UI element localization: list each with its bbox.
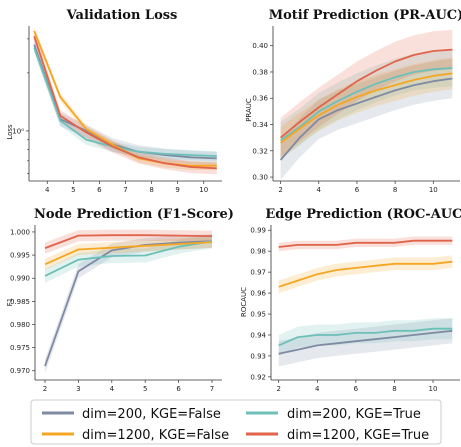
x-tick-label: 2 (276, 385, 280, 393)
y-tick-label: 0.32 (252, 147, 268, 155)
x-tick-label: 7 (210, 385, 214, 393)
y-tick-label: 0.34 (252, 121, 268, 129)
band-dim200-kge-true (278, 318, 453, 356)
y-tick-label: 1.000 (10, 228, 30, 236)
band-dim1200-kge-false (280, 57, 453, 159)
y-tick-label: 0.92 (250, 373, 266, 381)
legend-label-dim1200-true: dim=1200, KGE=True (287, 428, 429, 443)
panel-validation-loss: 4 5 6 7 8 9 10 10⁰ (12, 26, 222, 194)
panel-motif-prediction: 2 4 6 8 10 0.30 0.32 0.34 0.36 0.38 0.40 (252, 26, 460, 194)
y-tick-label: 0.970 (10, 367, 30, 375)
y-tick-label: 0.95 (250, 311, 266, 319)
band-dim200-kge-true (280, 49, 453, 159)
y-tick-label: 0.980 (10, 321, 30, 329)
ylabel-prauc: PRAUC (245, 98, 253, 122)
y-tick-label: 0.995 (10, 252, 30, 260)
y-tick-label: 0.94 (250, 331, 266, 339)
series-line-dim1200-kge-false (278, 260, 453, 288)
x-tick-label: 10 (429, 186, 438, 194)
y-tick-label: 0.96 (250, 290, 266, 298)
x-tick-label: 9 (175, 186, 179, 194)
series-line-dim200-kge-true (33, 47, 217, 157)
x-tick-label: 8 (392, 385, 396, 393)
band-dim200-kge-false (280, 58, 453, 180)
x-tick-label: 5 (143, 385, 147, 393)
x-tick-label: 10 (199, 186, 208, 194)
series-line-dim200-kge-true (44, 240, 213, 277)
series-line-dim1200-kge-true (278, 239, 453, 248)
y-tick-label: 0.36 (252, 95, 268, 103)
x-tick-label: 7 (123, 186, 127, 194)
series-line-dim200-kge-true (280, 67, 453, 142)
x-tick-label: 5 (71, 186, 75, 194)
panel-title-motif-prediction: Motif Prediction (PR-AUC) (269, 8, 461, 23)
panel-edge-prediction: 2 4 6 8 10 0.92 0.93 0.94 0.95 0.96 0.97 0.98 0.99 (250, 225, 460, 393)
legend-label-dim200-true: dim=200, KGE=True (287, 407, 421, 422)
band-dim1200-kge-false (278, 255, 453, 294)
x-tick-label: 4 (110, 385, 115, 393)
band-dim1200-kge-true (278, 236, 453, 252)
panel-title-node-prediction: Node Prediction (F1-Score) (34, 207, 234, 222)
x-tick-label: 6 (97, 186, 102, 194)
series-line-dim200-kge-true (278, 327, 453, 347)
y-tick-label: 0.38 (252, 68, 268, 76)
panel-title-validation-loss: Validation Loss (66, 8, 178, 23)
series-line-dim1200-kge-false (280, 72, 453, 144)
x-tick-label: 4 (315, 385, 320, 393)
x-tick-label: 4 (317, 186, 322, 194)
series-line-dim200-kge-false (33, 44, 217, 160)
x-tick-label: 8 (393, 186, 397, 194)
series-line-dim200-kge-false (279, 77, 453, 161)
x-tick-label: 2 (278, 186, 282, 194)
series-line-dim200-kge-false (278, 329, 453, 355)
legend-frame (30, 399, 442, 445)
x-tick-label: 2 (43, 385, 47, 393)
y-tick-label: 0.990 (10, 275, 30, 283)
x-tick-label: 6 (354, 385, 359, 393)
x-tick-label: 6 (176, 385, 181, 393)
band-dim200-kge-true (45, 234, 212, 283)
x-tick-label: 3 (76, 385, 80, 393)
series-line-dim1200-kge-true (280, 48, 453, 139)
y-tick-label: 0.985 (10, 298, 30, 306)
panel-title-edge-prediction: Edge Prediction (ROC-AUC) (265, 207, 461, 222)
legend-label-dim1200-false: dim=1200, KGE=False (82, 428, 229, 443)
ylabel-rocauc: ROCAUC (240, 287, 248, 317)
y-tick-label: 0.97 (250, 269, 266, 277)
y-tick-label: 0.30 (252, 174, 268, 182)
y-tick-label: 0.98 (250, 248, 266, 256)
ylabel-f1: F1 (6, 298, 14, 306)
y-tick-label: 0.99 (250, 227, 266, 235)
legend: dim=200, KGE=False dim=200, KGE=True dim… (30, 399, 442, 445)
y-tick-label: 0.93 (250, 352, 266, 360)
x-tick-label: 8 (149, 186, 153, 194)
x-tick-label: 4 (45, 186, 50, 194)
x-tick-label: 10 (429, 385, 438, 393)
band-dim200-kge-true (34, 42, 217, 162)
panel-node-prediction: 2 3 4 5 6 7 0.970 0.975 0.980 0.985 0.990 0.995 1.00… (10, 225, 222, 393)
legend-label-dim200-false: dim=200, KGE=False (82, 407, 221, 422)
series-line-dim1200-kge-true (33, 35, 217, 170)
ylabel-loss: Loss (6, 124, 14, 140)
band-dim200-kge-false (45, 234, 212, 374)
series-line-dim1200-kge-true (44, 234, 213, 249)
band-dim200-kge-false (34, 38, 217, 166)
y-tick-label: 0.975 (10, 344, 30, 352)
x-tick-label: 6 (355, 186, 360, 194)
y-tick-label: 10⁰ (12, 127, 24, 135)
y-tick-label: 0.40 (252, 42, 268, 50)
series-line-dim1200-kge-false (44, 241, 213, 266)
